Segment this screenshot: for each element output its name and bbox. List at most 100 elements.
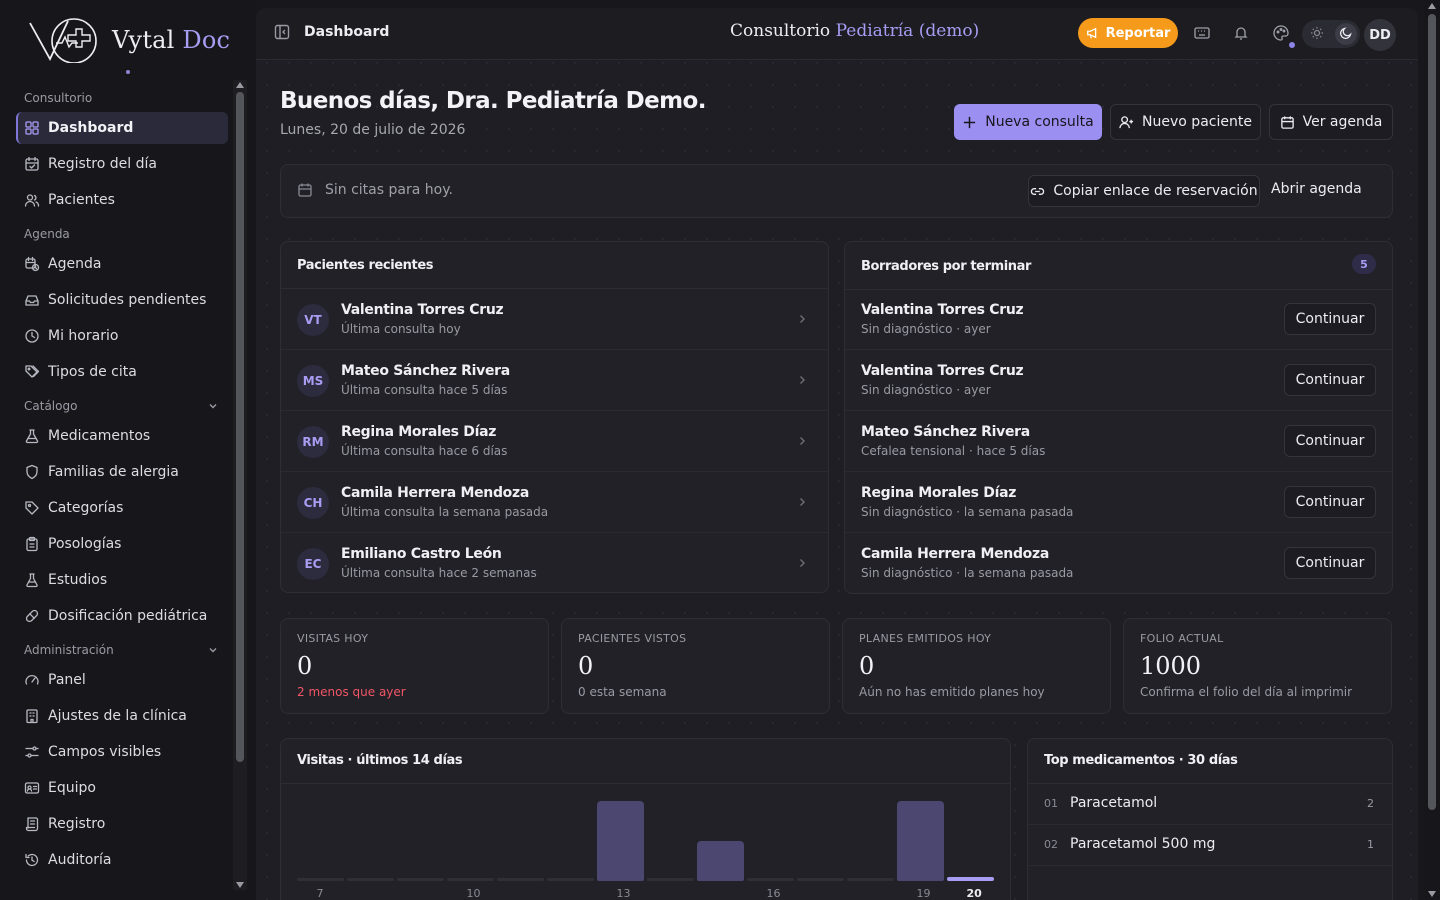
sidebar-item-agenda[interactable]: Agenda [16,248,228,280]
scroll-down-arrow-icon[interactable] [1428,891,1436,897]
patient-avatar: VT [297,304,329,336]
sidebar-item-tipos-de-cita[interactable]: Tipos de cita [16,356,228,388]
chevron-down-icon[interactable] [208,401,218,411]
sidebar-scroll-thumb[interactable] [236,92,244,762]
new-patient-button[interactable]: Nuevo paciente [1110,104,1261,140]
chart-bar[interactable] [897,801,944,881]
sidebar-item-categorias[interactable]: Categorías [16,492,228,524]
sidebar-item-campos-visibles[interactable]: Campos visibles [16,736,228,768]
chart-bar[interactable] [597,801,644,881]
continue-draft-button[interactable]: Continuar [1284,303,1376,335]
copy-booking-link-button[interactable]: Copiar enlace de reservación [1028,175,1260,207]
patient-row[interactable]: CH Camila Herrera Mendoza Última consulta … [281,472,828,533]
chevron-right-icon [800,315,805,323]
beaker-icon [26,573,38,588]
scroll-up-arrow-icon[interactable] [236,82,244,88]
draft-details: Sin diagnóstico · ayer [861,383,991,397]
chevron-right-icon [800,498,805,506]
chart-bar-today[interactable] [947,877,994,881]
sun-icon [1311,27,1323,39]
brand-name: Vytal Doc [112,26,231,54]
sidebar-item-familias-de-alergia[interactable]: Familias de alergia [16,456,228,488]
chart-bar-empty[interactable] [447,878,494,881]
chevron-right-icon [800,437,805,445]
draft-patient-name: Mateo Sánchez Rivera [861,424,1030,440]
page-scrollbar[interactable] [1424,0,1440,900]
stat-value: 0 [297,652,313,680]
stat-card-planes-emitidos-hoy: PLANES EMITIDOS HOY 0 Aún no has emitido p… [842,618,1111,714]
patient-row[interactable]: RM Regina Morales Díaz Última consulta hac… [281,411,828,472]
medication-row: 01 Paracetamol 2 [1028,784,1392,825]
theme-toggle[interactable] [1302,20,1360,48]
sidebar-toggle-icon[interactable] [274,24,290,40]
stat-card-folio-actual: FOLIO ACTUAL 1000 Confirma el folio del dí… [1123,618,1392,714]
patient-last-visit: Última consulta la semana pasada [341,505,549,519]
chart-bar-empty[interactable] [747,878,794,881]
sidebar-item-estudios[interactable]: Estudios [16,564,228,596]
chart-bar-empty[interactable] [397,878,444,881]
patient-row[interactable]: VT Valentina Torres Cruz Última consulta h… [281,289,828,350]
chart-bar-empty[interactable] [847,878,894,881]
calendar-empty-icon [298,183,312,197]
sidebar-item-medicamentos[interactable]: Medicamentos [16,420,228,452]
medication-name: Paracetamol [1070,795,1158,811]
chart-bar-empty[interactable] [547,878,594,881]
stat-value: 0 [578,652,594,680]
patient-row[interactable]: EC Emiliano Castro León Última consulta ha… [281,533,828,594]
sidebar-item-ajustes-de-la-clinica[interactable]: Ajustes de la clínica [16,700,228,732]
page-scroll-thumb[interactable] [1428,14,1436,810]
chart-bar-empty[interactable] [297,878,344,881]
chart-bar-empty[interactable] [647,878,694,881]
sidebar-item-panel[interactable]: Panel [16,664,228,696]
report-button[interactable]: Reportar [1078,18,1178,48]
sidebar-item-registro[interactable]: Registro [16,808,228,840]
chart-bar-empty[interactable] [497,878,544,881]
sidebar-item-label: Familias de alergia [48,464,179,480]
bell-icon[interactable] [1232,24,1250,42]
medication-row: 02 Paracetamol 500 mg 1 [1028,825,1392,866]
continue-draft-button[interactable]: Continuar [1284,364,1376,396]
continue-draft-button[interactable]: Continuar [1284,547,1376,579]
scroll-up-arrow-icon[interactable] [1428,3,1436,9]
sidebar-item-solicitudes-pendientes[interactable]: Solicitudes pendientes [16,284,228,316]
sidebar-item-dashboard[interactable]: Dashboard [16,112,228,144]
nav-group-catalogo[interactable]: Catálogo [16,392,228,420]
patient-row[interactable]: MS Mateo Sánchez Rivera Última consulta ha… [281,350,828,411]
sidebar-item-dosificacion-pediatrica[interactable]: Dosificación pediátrica [16,600,228,632]
stat-label: PLANES EMITIDOS HOY [859,632,992,645]
sidebar-item-label: Categorías [48,500,124,516]
sidebar-item-registro-del-dia[interactable]: Registro del día [16,148,228,180]
sidebar-item-equipo[interactable]: Equipo [16,772,228,804]
view-agenda-button[interactable]: Ver agenda [1269,104,1393,140]
sidebar-item-label: Registro del día [48,156,157,172]
nav-group-administracion[interactable]: Administración [16,636,228,664]
sidebar-item-label: Medicamentos [48,428,151,444]
chart-bar-empty[interactable] [797,878,844,881]
sidebar-item-label: Pacientes [48,192,115,208]
history-icon [25,853,39,867]
palette-icon[interactable] [1272,24,1290,42]
brand-logo[interactable]: Vytal Doc [28,14,230,66]
patient-last-visit: Última consulta hace 2 semanas [341,566,537,580]
scroll-down-arrow-icon[interactable] [236,882,244,888]
open-agenda-link[interactable]: Abrir agenda [1271,181,1362,197]
sidebar-item-posologias[interactable]: Posologías [16,528,228,560]
draft-details: Sin diagnóstico · la semana pasada [861,566,1074,580]
draft-row: Valentina Torres Cruz Sin diagnóstico · a… [845,289,1392,350]
user-avatar[interactable]: DD [1364,19,1396,51]
sidebar-scrollbar[interactable] [233,80,247,890]
sidebar-item-label: Dashboard [48,120,134,136]
keyboard-icon[interactable] [1193,24,1211,42]
sidebar-item-mi-horario[interactable]: Mi horario [16,320,228,352]
patient-last-visit: Última consulta hoy [341,322,461,336]
medication-rank: 02 [1044,838,1058,851]
chart-bar[interactable] [697,841,744,881]
sidebar-item-pacientes[interactable]: Pacientes [16,184,228,216]
stat-note: Aún no has emitido planes hoy [859,685,1045,699]
continue-draft-button[interactable]: Continuar [1284,486,1376,518]
continue-draft-button[interactable]: Continuar [1284,425,1376,457]
chart-bar-empty[interactable] [347,878,394,881]
new-consultation-button[interactable]: Nueva consulta [954,104,1102,140]
chevron-down-icon[interactable] [208,645,218,655]
sidebar-item-auditoria[interactable]: Auditoría [16,844,228,876]
